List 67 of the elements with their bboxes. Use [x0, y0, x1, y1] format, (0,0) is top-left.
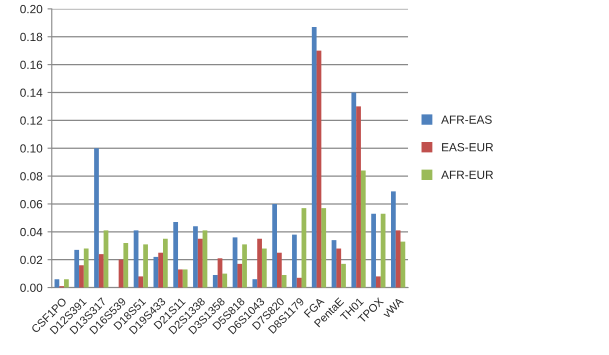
- bar: [400, 242, 406, 288]
- bar: [376, 276, 381, 288]
- bar: [360, 170, 366, 288]
- y-tick-label: 0.12: [20, 116, 42, 125]
- bar: [321, 208, 326, 288]
- bar: [79, 265, 84, 288]
- bar: [252, 279, 258, 288]
- bar: [98, 254, 104, 288]
- bar: [316, 50, 322, 288]
- bar: [277, 252, 282, 288]
- bar: [84, 248, 89, 288]
- bar: [178, 269, 183, 288]
- bar: [380, 214, 386, 288]
- bar: [292, 234, 297, 288]
- bar: [193, 226, 198, 288]
- y-tick-label: 0.00: [20, 284, 42, 292]
- y-tick-label: 0.20: [20, 4, 42, 14]
- bar: [242, 244, 247, 288]
- bar: [222, 274, 228, 288]
- bar: [163, 238, 168, 288]
- y-tick-label: 0.14: [20, 88, 42, 97]
- bar: [212, 275, 218, 288]
- y-tick-label: 0.02: [20, 256, 42, 264]
- bar: [232, 237, 238, 288]
- legend-label: AFR-EUR: [441, 170, 494, 180]
- bar: [198, 238, 203, 288]
- bar: [356, 106, 361, 288]
- bar: [143, 244, 148, 288]
- bar: [202, 230, 208, 288]
- bar: [332, 240, 336, 288]
- x-tick-label: vWA: [382, 296, 404, 319]
- bar: [341, 264, 346, 288]
- bar: [336, 248, 342, 288]
- bar: [123, 242, 128, 288]
- y-tick-label: 0.10: [20, 144, 42, 153]
- bar: [64, 279, 69, 288]
- bar: [74, 250, 80, 288]
- bar: [351, 92, 356, 288]
- legend-label: EAS-EUR: [442, 143, 494, 152]
- y-tick-label: 0.18: [20, 32, 42, 42]
- bar: [257, 238, 262, 288]
- bar: [154, 256, 158, 288]
- bar: [237, 264, 242, 288]
- y-tick-label: 0.04: [20, 228, 42, 236]
- y-tick-label: 0.16: [20, 60, 42, 70]
- bar: [54, 279, 60, 288]
- bar: [182, 269, 188, 288]
- bar: [312, 26, 317, 288]
- bar: [391, 191, 396, 288]
- y-tick-label: 0.06: [20, 200, 42, 208]
- bar: [262, 248, 267, 288]
- bar: [272, 204, 278, 288]
- bar: [158, 252, 163, 288]
- bar: [118, 260, 124, 288]
- y-tick-label: 0.08: [20, 172, 42, 180]
- bar: [94, 148, 99, 288]
- bar: [396, 230, 401, 288]
- bar: [371, 214, 376, 288]
- bar: [282, 275, 287, 288]
- legend-label: AFR-EAS: [441, 115, 492, 124]
- bar: [218, 258, 222, 288]
- bar: [138, 276, 144, 288]
- bar: [104, 230, 108, 288]
- bar: [173, 222, 178, 288]
- bar: [296, 278, 302, 288]
- bar: [302, 208, 306, 288]
- bar: [134, 230, 138, 288]
